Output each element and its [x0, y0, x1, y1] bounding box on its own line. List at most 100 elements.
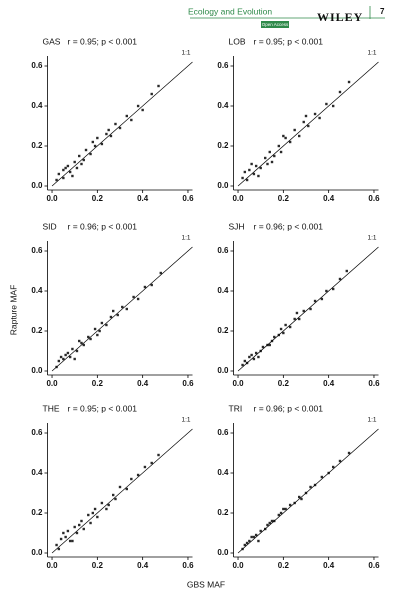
y-tick-label: 0.6 — [217, 61, 229, 70]
point — [64, 353, 67, 357]
point — [107, 128, 110, 132]
point — [259, 529, 262, 533]
point — [143, 285, 147, 289]
point — [254, 164, 258, 168]
point — [57, 172, 61, 176]
page-number: 7 — [380, 7, 385, 16]
point — [118, 126, 122, 130]
point — [82, 343, 85, 347]
point — [62, 357, 65, 361]
point — [298, 317, 301, 321]
x-tick-label: 0.0 — [46, 379, 58, 388]
point — [295, 311, 299, 315]
point — [80, 162, 83, 166]
journal: Ecology and Evolution — [188, 6, 272, 16]
point — [331, 465, 335, 469]
panel-label: THE — [43, 403, 60, 413]
y-tick-label: 0.0 — [217, 548, 229, 557]
point — [78, 339, 81, 343]
point — [89, 152, 92, 156]
point — [87, 513, 90, 517]
point — [105, 132, 108, 136]
y-tick-label: 0.2 — [31, 326, 43, 335]
point — [89, 337, 92, 341]
y-tick-label: 0.0 — [217, 181, 229, 190]
y-tick-label: 0.2 — [31, 141, 43, 150]
point — [307, 124, 310, 128]
annotation: 1:1 — [181, 235, 190, 242]
x-tick-label: 0.4 — [323, 194, 335, 203]
point — [64, 535, 67, 539]
y-tick-label: 0.4 — [31, 101, 43, 110]
point — [302, 309, 305, 313]
annotation: 1:1 — [367, 235, 376, 242]
point — [250, 535, 253, 539]
point — [91, 511, 95, 515]
point — [100, 142, 104, 146]
point — [157, 84, 160, 88]
y-tick-label: 0.6 — [217, 246, 229, 255]
point — [325, 289, 328, 293]
panel-label: TRI — [229, 403, 243, 413]
point — [320, 475, 324, 479]
point — [62, 176, 65, 180]
point — [84, 148, 88, 152]
x-tick-label: 0.4 — [137, 561, 149, 570]
y-tick-label: 0.4 — [31, 286, 43, 295]
point — [66, 164, 70, 168]
point — [338, 277, 342, 281]
point — [62, 168, 65, 172]
x-tick-label: 0.0 — [232, 561, 244, 570]
point — [243, 543, 247, 547]
y-tick-label: 0.2 — [31, 508, 43, 517]
y-tick-label: 0.0 — [31, 181, 43, 190]
one-to-one-line — [237, 61, 379, 187]
point — [273, 335, 276, 339]
x-tick-label: 0.6 — [368, 379, 380, 388]
point — [313, 299, 317, 303]
x-tick-label: 0.0 — [232, 379, 244, 388]
point — [75, 531, 79, 535]
panel-stats: r = 0.95; p < 0.001 — [68, 36, 138, 46]
x-tick-label: 0.2 — [278, 194, 290, 203]
x-tick-label: 0.2 — [278, 379, 290, 388]
point — [279, 511, 283, 515]
point — [105, 507, 108, 511]
point — [254, 533, 258, 537]
point — [264, 156, 267, 160]
point — [78, 523, 81, 527]
point — [273, 154, 276, 158]
y-tick-label: 0.0 — [217, 366, 229, 375]
x-tick-label: 0.0 — [46, 561, 58, 570]
point — [75, 166, 79, 170]
point — [331, 104, 335, 108]
point — [150, 461, 153, 465]
point — [268, 150, 271, 154]
point — [293, 128, 296, 132]
point — [143, 465, 147, 469]
x-tick-label: 0.2 — [92, 379, 104, 388]
point — [257, 355, 260, 359]
point — [288, 325, 292, 329]
point — [338, 90, 342, 94]
annotation: 1:1 — [181, 417, 190, 424]
point — [270, 160, 274, 164]
point — [284, 507, 287, 511]
point — [96, 136, 99, 140]
point — [279, 327, 283, 331]
point — [268, 521, 271, 525]
point — [282, 134, 285, 138]
x-tick-label: 0.6 — [368, 194, 380, 203]
one-to-one-line — [51, 61, 193, 187]
point — [136, 473, 140, 477]
point — [347, 80, 351, 84]
point — [105, 323, 108, 327]
y-tick-label: 0.4 — [217, 286, 229, 295]
point — [325, 102, 328, 106]
access: Open Access — [262, 22, 289, 27]
annotation: 1:1 — [367, 50, 376, 57]
point — [279, 150, 283, 154]
x-tick-label: 0.4 — [137, 379, 149, 388]
point — [73, 160, 76, 164]
point — [57, 547, 61, 551]
